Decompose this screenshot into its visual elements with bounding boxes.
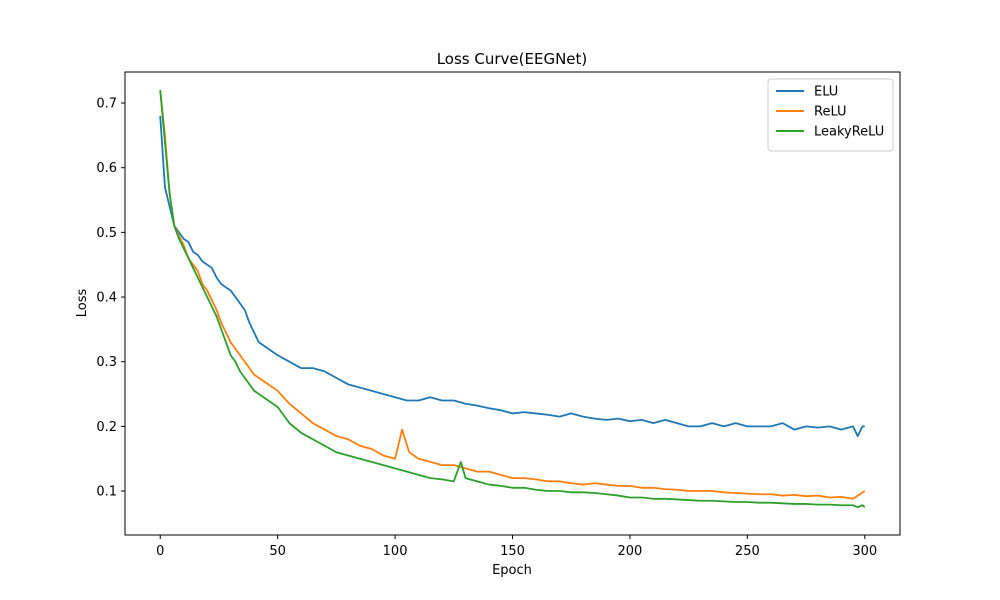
legend-box <box>767 78 894 152</box>
x-tick-label: 300 <box>852 544 877 559</box>
legend-label-leakyrelu: LeakyReLU <box>814 125 884 140</box>
y-axis: 0.1 0.2 0.3 0.4 0.5 0.6 0.7 <box>96 97 125 500</box>
y-tick-label: 0.6 <box>96 161 117 176</box>
y-tick-label: 0.7 <box>96 97 117 112</box>
x-tick-label: 100 <box>383 544 408 559</box>
x-tick-label: 250 <box>735 544 760 559</box>
x-axis-label: Epoch <box>492 563 532 578</box>
legend-label-elu: ELU <box>814 85 838 100</box>
series-line-leakyrelu <box>159 90 866 509</box>
x-tick-label: 50 <box>269 544 286 559</box>
y-tick-label: 0.3 <box>96 355 117 370</box>
x-tick-label: 150 <box>500 544 525 559</box>
x-tick-label: 0 <box>156 544 164 559</box>
x-axis: 0 50 100 150 200 250 300 <box>156 535 877 559</box>
y-axis-label: Loss <box>75 289 90 318</box>
x-tick-label: 200 <box>618 544 643 559</box>
y-tick-label: 0.2 <box>96 420 117 435</box>
series-line-relu <box>159 90 866 500</box>
plot-area <box>159 90 866 509</box>
y-tick-label: 0.1 <box>96 485 117 500</box>
legend-label-relu: ReLU <box>814 105 847 120</box>
y-tick-label: 0.4 <box>96 291 117 306</box>
legend: ELU ReLU LeakyReLU <box>767 78 894 152</box>
chart-title: Loss Curve(EEGNet) <box>437 50 588 68</box>
series-line-elu <box>159 115 865 437</box>
y-tick-label: 0.5 <box>96 226 117 241</box>
